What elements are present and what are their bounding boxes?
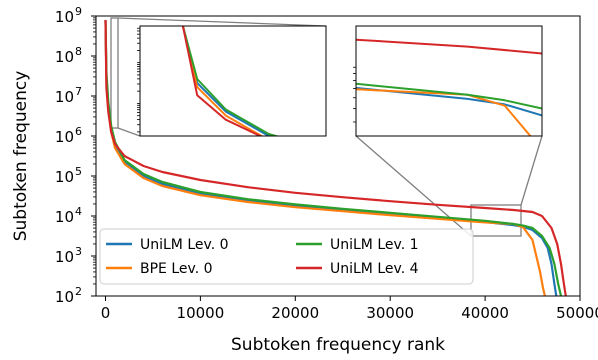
legend-label: UniLM Lev. 1: [330, 237, 419, 253]
x-tick-label: 30000: [366, 304, 414, 322]
y-tick-label: 10: [55, 288, 74, 306]
y-tick-exponent: 2: [75, 285, 82, 298]
legend-box: [99, 228, 474, 285]
y-axis-label: Subtoken frequency: [11, 71, 31, 242]
legend-entries: UniLM Lev. 0 BPE Lev. 0 UniLM Lev. 1 UniLM …: [106, 237, 419, 277]
x-tick-label: 50000: [556, 304, 598, 322]
y-tick-label: 10: [55, 8, 74, 26]
x-tick-label: 10000: [177, 304, 225, 322]
x-axis: 0 10000 20000 30000 40000 50000: [101, 296, 598, 322]
y-tick-exponent: 4: [75, 205, 82, 218]
y-tick-exponent: 9: [75, 5, 82, 18]
zoom-connector-left-bottom: [117, 127, 141, 137]
y-tick-label: 10: [55, 168, 74, 186]
y-tick-exponent: 7: [75, 85, 82, 98]
series-line-3: [104, 19, 567, 296]
y-tick-label: 10: [55, 48, 74, 66]
y-tick-exponent: 6: [75, 125, 82, 138]
y-tick-exponent: 5: [75, 165, 82, 178]
legend-label: UniLM Lev. 4: [330, 261, 419, 277]
y-tick-label: 10: [55, 208, 74, 226]
zoom-connector-right-right: [520, 135, 543, 206]
y-tick-label: 10: [55, 128, 74, 146]
x-tick-label: 40000: [461, 304, 509, 322]
x-axis-label: Subtoken frequency rank: [231, 335, 445, 355]
y-tick-exponent: 8: [75, 45, 82, 58]
legend: UniLM Lev. 0 BPE Lev. 0 UniLM Lev. 1 UniLM …: [99, 228, 474, 285]
y-tick-label: 10: [55, 248, 74, 266]
x-tick-label: 20000: [271, 304, 319, 322]
main-series-group: [104, 19, 567, 296]
legend-label: BPE Lev. 0: [140, 261, 213, 277]
y-tick-exponent: 3: [75, 245, 82, 258]
zoom-inset-left: [137, 25, 327, 137]
legend-label: UniLM Lev. 0: [140, 237, 229, 253]
plot-frame: [95, 15, 581, 297]
zoom-connector-left-top: [117, 17, 327, 27]
zoom-inset-right: [353, 25, 543, 137]
y-tick-label: 10: [55, 88, 74, 106]
x-tick-label: 0: [101, 304, 111, 322]
zoom-source-box-left: [110, 17, 119, 129]
